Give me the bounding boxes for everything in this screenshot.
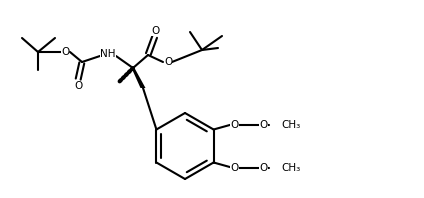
Text: O: O (164, 57, 172, 67)
Text: O: O (259, 120, 268, 129)
Text: NH: NH (100, 49, 116, 59)
Text: O: O (231, 163, 239, 172)
Text: O: O (231, 120, 239, 129)
Text: O: O (74, 81, 82, 91)
Text: CH₃: CH₃ (282, 163, 301, 172)
Polygon shape (131, 68, 145, 88)
Text: O: O (151, 26, 159, 36)
Text: O: O (61, 47, 69, 57)
Text: CH₃: CH₃ (282, 120, 301, 129)
Text: O: O (259, 163, 268, 172)
